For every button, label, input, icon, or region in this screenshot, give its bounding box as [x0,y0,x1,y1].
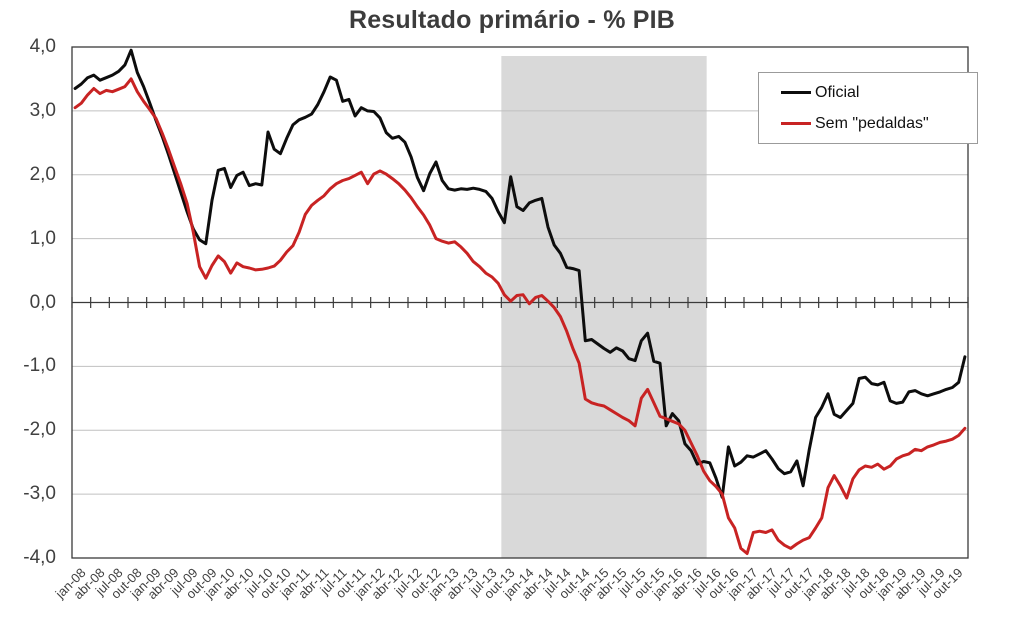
y-axis-label: -4,0 [23,547,56,568]
legend-item-oficial: Oficial [781,84,977,102]
chart-title: Resultado primário - % PIB [348,6,676,34]
legend-label-sem-pedaldas: Sem "pedaldas" [815,114,929,132]
y-axis-label: -3,0 [23,483,56,505]
legend-label-oficial: Oficial [815,83,860,101]
plot-border [71,46,969,559]
y-axis-label: -1,0 [23,355,56,377]
y-axis-label: 1,0 [29,227,56,249]
legend-box: Oficial Sem "pedaldas" [758,72,978,144]
oficial-line-swatch [781,91,811,94]
y-axis-label: 3,0 [29,99,56,121]
y-axis-label: 2,0 [29,163,56,185]
y-axis-label: -2,0 [23,419,56,441]
y-axis-label: 4,0 [29,36,56,57]
legend-item-sem-pedaldas: Sem "pedaldas" [781,115,977,133]
series-line-oficial [73,48,967,499]
sem-pedaldas-line-swatch [781,122,811,125]
y-axis-label: 0,0 [29,291,56,313]
series-line-sem-pedaldas [73,77,967,555]
highlight-band [501,56,707,558]
